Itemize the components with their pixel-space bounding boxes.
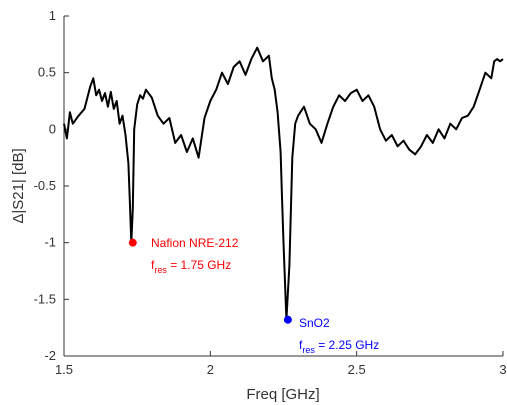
annotation-nafion-fres: fres = 1.75 GHz [151,258,231,275]
x-axis-label: Freq [GHz] [246,386,319,403]
annotation-nafion-title: Nafion NRE-212 [151,236,239,250]
annotation-nafion-f: f [151,258,155,272]
y-tick-label: -0.5 [34,178,56,193]
y-ticks: 1 0.5 0 -0.5 -1 -1.5 -2 [34,8,69,363]
y-tick-label: 0.5 [38,65,56,80]
x-tick-label: 2.5 [348,362,366,377]
x-tick-label: 1.5 [55,362,73,377]
resonance-marker-nafion [128,238,137,247]
annotation-nafion-sub: res [154,265,167,275]
y-tick-label: 0 [49,121,56,136]
x-tick-label: 2 [207,362,214,377]
series-line [63,46,504,321]
annotation-sno2-f: f [299,338,303,352]
y-tick-label: -2 [44,348,56,363]
y-tick-label: -1 [44,235,56,250]
x-ticks: 1.5 2 2.5 3 [55,351,507,377]
x-tick-label: 3 [499,362,506,377]
plot-area: 1.5 2 2.5 3 1 0.5 0 -0.5 -1 -1.5 -2 Nafion NRE-21… [34,8,507,377]
y-axis-label: Δ|S21| [dB] [10,148,27,223]
annotation-sno2-fres: fres = 2.25 GHz [299,338,379,355]
y-tick-label: 1 [49,8,56,23]
markers [128,238,292,324]
annotation-sno2-value: = 2.25 GHz [315,338,379,352]
annotation-sno2-title: SnO2 [299,316,330,330]
y-tick-label: -1.5 [34,291,56,306]
annotations: Nafion NRE-212 fres = 1.75 GHz SnO2 fres… [151,236,379,355]
annotation-sno2-sub: res [302,345,315,355]
annotation-nafion-value: = 1.75 GHz [167,258,231,272]
resonance-marker-sno2 [283,315,292,324]
